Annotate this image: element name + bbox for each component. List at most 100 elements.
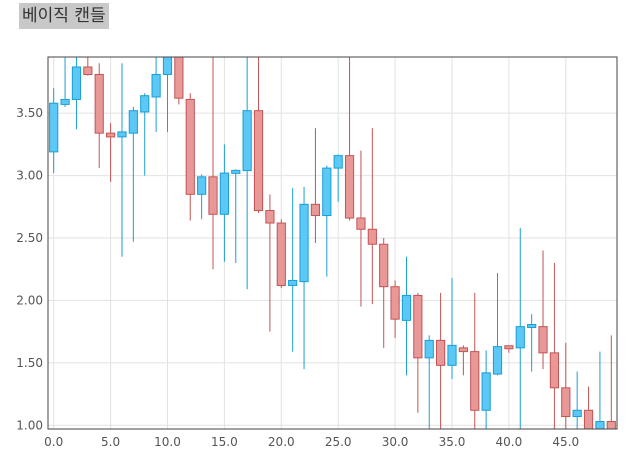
candle-body <box>231 169 241 174</box>
candle-body <box>219 172 229 215</box>
candles-series <box>49 56 616 430</box>
candle[interactable] <box>561 342 571 429</box>
y-axis: 1.00 1.50 2.00 2.50 3.00 3.50 <box>16 106 43 432</box>
candle[interactable] <box>288 188 298 352</box>
candle-body <box>333 155 343 169</box>
candle[interactable] <box>424 335 434 429</box>
candle-body <box>185 98 195 195</box>
candle[interactable] <box>470 292 480 429</box>
candle-body <box>538 326 548 354</box>
candle[interactable] <box>367 128 377 305</box>
candle-body <box>424 339 434 359</box>
candle[interactable] <box>83 57 93 76</box>
candle-body <box>288 279 298 286</box>
candle-body <box>390 286 400 320</box>
x-tick-label: 40.0 <box>496 435 523 449</box>
candle[interactable] <box>606 335 616 430</box>
candle[interactable] <box>49 88 59 174</box>
candle[interactable] <box>481 350 491 429</box>
candle[interactable] <box>527 314 537 372</box>
candle[interactable] <box>401 256 412 376</box>
candle[interactable] <box>344 57 355 221</box>
candle[interactable] <box>174 56 184 105</box>
candle-body <box>481 372 491 411</box>
candle-body <box>504 345 514 350</box>
candle-body <box>436 339 446 366</box>
candle[interactable] <box>185 93 195 221</box>
candle[interactable] <box>162 56 173 132</box>
x-tick-label: 5.0 <box>101 435 120 449</box>
candle-body <box>458 347 468 353</box>
candle-body <box>583 409 594 430</box>
candle-body <box>60 98 70 105</box>
candle[interactable] <box>492 272 503 376</box>
candle-body <box>527 324 537 329</box>
candle[interactable] <box>515 228 525 429</box>
candle[interactable] <box>458 345 468 376</box>
candle[interactable] <box>310 128 321 243</box>
candle[interactable] <box>265 194 275 332</box>
candle-body <box>162 56 173 75</box>
candle[interactable] <box>276 219 286 288</box>
candle[interactable] <box>151 57 161 132</box>
candle[interactable] <box>322 165 332 277</box>
candle[interactable] <box>231 169 241 263</box>
candle-body <box>253 110 264 212</box>
candle-body <box>606 421 616 430</box>
candle[interactable] <box>572 371 582 429</box>
x-tick-label: 0.0 <box>44 435 63 449</box>
candle[interactable] <box>128 106 138 242</box>
candle[interactable] <box>333 154 343 202</box>
candle-body <box>71 66 82 100</box>
candle[interactable] <box>94 63 104 169</box>
candle-body <box>299 203 309 283</box>
x-axis: 0.0 5.0 10.0 15.0 20.0 25.0 30.0 35.0 40.0 45.0 <box>44 435 579 449</box>
candle[interactable] <box>219 144 229 262</box>
candle[interactable] <box>299 186 309 370</box>
candle-body <box>94 73 104 134</box>
candle-body <box>310 203 321 217</box>
y-tick-label: 3.00 <box>16 169 43 183</box>
candle-body <box>174 56 184 99</box>
x-tick-label: 30.0 <box>382 435 409 449</box>
candle-body <box>572 409 582 418</box>
x-tick-label: 45.0 <box>552 435 579 449</box>
candle[interactable] <box>60 57 70 107</box>
candle-body <box>470 351 480 411</box>
candle-body <box>151 73 161 98</box>
candle-body <box>379 243 389 288</box>
candle-body <box>105 132 116 138</box>
candle-body <box>276 222 286 286</box>
candle[interactable] <box>117 63 127 257</box>
candle[interactable] <box>413 292 423 413</box>
candle[interactable] <box>379 238 389 348</box>
candle-body <box>242 110 252 172</box>
candle[interactable] <box>71 57 82 130</box>
candle-body <box>265 210 275 224</box>
candle[interactable] <box>390 280 400 338</box>
chart-title: 베이직 캔들 <box>19 3 109 29</box>
candle[interactable] <box>208 57 218 270</box>
candle[interactable] <box>242 57 252 290</box>
candle[interactable] <box>197 174 207 220</box>
candle[interactable] <box>504 345 514 353</box>
candle-body <box>515 326 525 349</box>
y-tick-label: 3.50 <box>16 106 43 120</box>
candle[interactable] <box>356 150 366 307</box>
candle[interactable] <box>253 57 264 214</box>
candle[interactable] <box>583 386 594 430</box>
candle-body <box>344 155 355 219</box>
candle-body <box>356 217 366 230</box>
candle[interactable] <box>436 292 446 429</box>
candle[interactable] <box>538 250 548 370</box>
candle-body <box>492 346 503 375</box>
x-tick-label: 20.0 <box>268 435 295 449</box>
candle-body <box>401 294 412 321</box>
candle[interactable] <box>105 123 116 182</box>
candle-body <box>49 102 59 153</box>
candle[interactable] <box>549 262 560 429</box>
candle-body <box>447 344 457 366</box>
candle[interactable] <box>447 277 457 380</box>
candle[interactable] <box>140 93 150 176</box>
